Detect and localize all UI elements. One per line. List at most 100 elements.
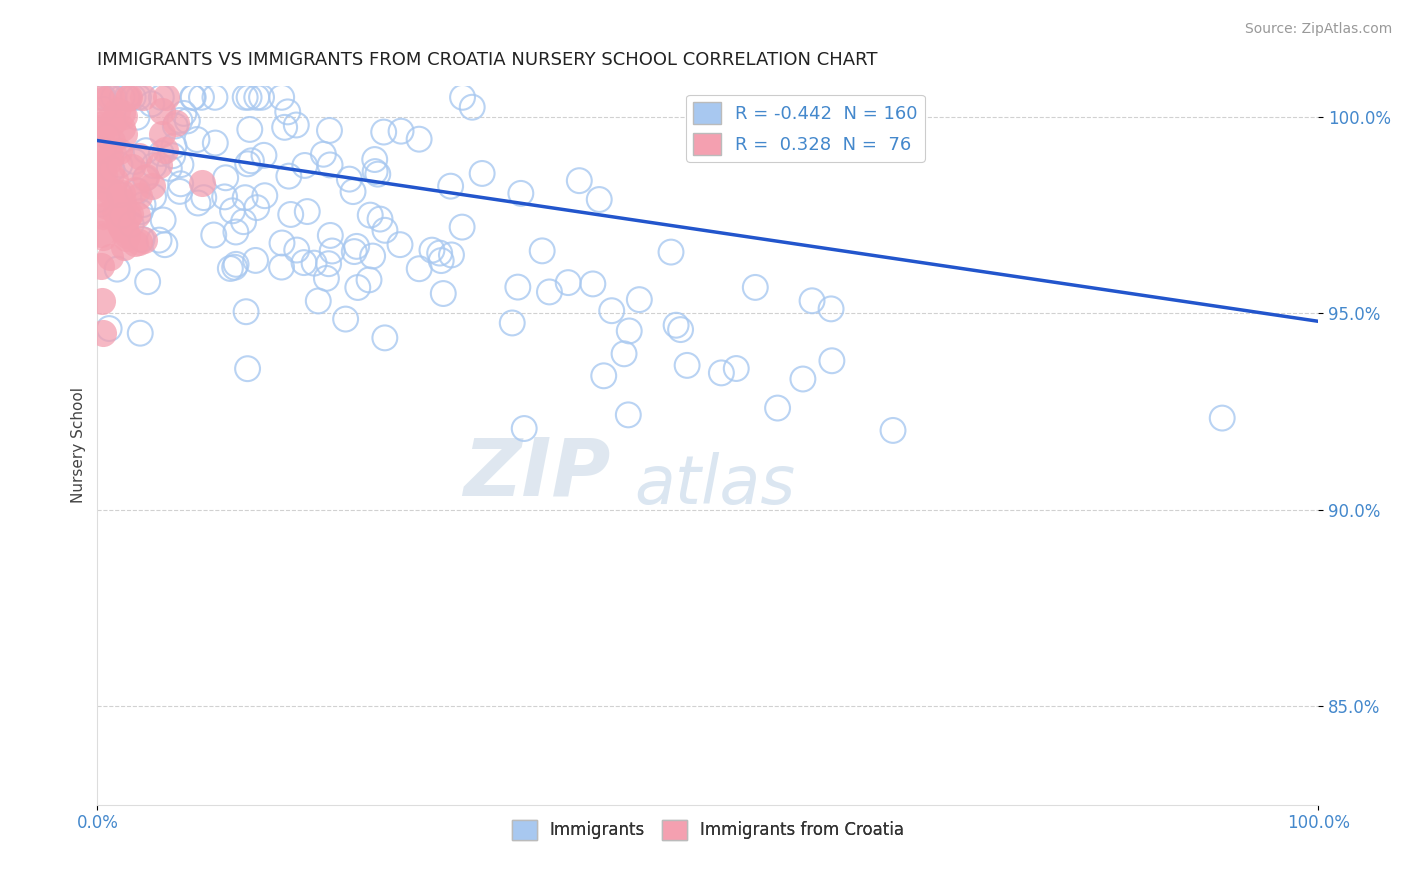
Point xyxy=(103,115,125,129)
Point xyxy=(432,286,454,301)
Point xyxy=(665,318,688,333)
Point xyxy=(141,97,163,112)
Point xyxy=(628,293,651,307)
Point xyxy=(89,136,111,150)
Point xyxy=(128,149,150,163)
Point xyxy=(169,177,191,191)
Point xyxy=(318,257,340,271)
Point xyxy=(90,173,112,187)
Y-axis label: Nursery School: Nursery School xyxy=(72,387,86,503)
Point xyxy=(97,209,120,223)
Point xyxy=(221,203,243,218)
Point xyxy=(136,275,159,289)
Point xyxy=(157,161,180,176)
Point xyxy=(374,331,396,345)
Point xyxy=(152,103,174,118)
Point xyxy=(820,301,842,316)
Point xyxy=(429,246,451,260)
Point xyxy=(294,159,316,173)
Point xyxy=(277,169,299,183)
Point xyxy=(408,132,430,146)
Point xyxy=(89,192,111,206)
Point xyxy=(118,90,141,104)
Point xyxy=(91,156,114,170)
Point xyxy=(91,230,114,244)
Text: IMMIGRANTS VS IMMIGRANTS FROM CROATIA NURSERY SCHOOL CORRELATION CHART: IMMIGRANTS VS IMMIGRANTS FROM CROATIA NU… xyxy=(97,51,877,69)
Point xyxy=(337,172,360,186)
Point xyxy=(108,158,131,172)
Point xyxy=(91,143,114,157)
Point xyxy=(165,119,187,133)
Point xyxy=(115,90,138,104)
Point xyxy=(271,235,294,250)
Point xyxy=(430,253,453,268)
Point xyxy=(568,174,591,188)
Point xyxy=(120,217,142,231)
Point xyxy=(170,158,193,172)
Point xyxy=(121,161,143,175)
Point xyxy=(233,90,256,104)
Point xyxy=(297,204,319,219)
Point xyxy=(613,347,636,361)
Point xyxy=(588,193,610,207)
Point xyxy=(253,148,276,162)
Point xyxy=(246,201,269,215)
Point xyxy=(389,237,412,252)
Point xyxy=(659,245,682,260)
Point xyxy=(98,321,121,335)
Point xyxy=(111,202,134,216)
Point xyxy=(90,93,112,107)
Point xyxy=(364,153,387,167)
Point xyxy=(792,372,814,386)
Point xyxy=(89,90,111,104)
Point xyxy=(128,235,150,250)
Point xyxy=(461,100,484,114)
Point xyxy=(343,244,366,259)
Point xyxy=(150,128,173,142)
Point xyxy=(801,293,824,308)
Point xyxy=(115,231,138,245)
Point xyxy=(93,179,115,194)
Point xyxy=(120,207,142,221)
Point xyxy=(357,273,380,287)
Point xyxy=(162,149,184,163)
Point xyxy=(125,208,148,222)
Point xyxy=(105,208,128,222)
Point xyxy=(101,134,124,148)
Point xyxy=(122,90,145,104)
Point xyxy=(115,228,138,243)
Point xyxy=(190,90,212,104)
Point xyxy=(142,159,165,173)
Point xyxy=(232,215,254,229)
Point xyxy=(101,146,124,161)
Point xyxy=(710,366,733,380)
Point xyxy=(292,255,315,269)
Point xyxy=(619,324,641,338)
Point xyxy=(181,90,204,104)
Point xyxy=(538,285,561,299)
Point xyxy=(617,408,640,422)
Point xyxy=(368,212,391,227)
Point xyxy=(270,90,292,104)
Point xyxy=(408,261,430,276)
Point xyxy=(111,186,134,201)
Point xyxy=(90,118,112,132)
Point xyxy=(236,361,259,376)
Point xyxy=(90,197,112,211)
Point xyxy=(440,248,463,262)
Legend: Immigrants, Immigrants from Croatia: Immigrants, Immigrants from Croatia xyxy=(505,813,911,847)
Point xyxy=(135,169,157,184)
Point xyxy=(96,129,118,144)
Point xyxy=(373,125,395,139)
Point xyxy=(364,164,387,178)
Point xyxy=(89,159,111,173)
Point xyxy=(90,186,112,201)
Point xyxy=(285,118,308,132)
Point xyxy=(114,219,136,234)
Point xyxy=(238,90,260,104)
Point xyxy=(111,120,134,135)
Point xyxy=(127,184,149,198)
Point xyxy=(277,104,299,119)
Point xyxy=(129,326,152,341)
Point xyxy=(420,243,443,257)
